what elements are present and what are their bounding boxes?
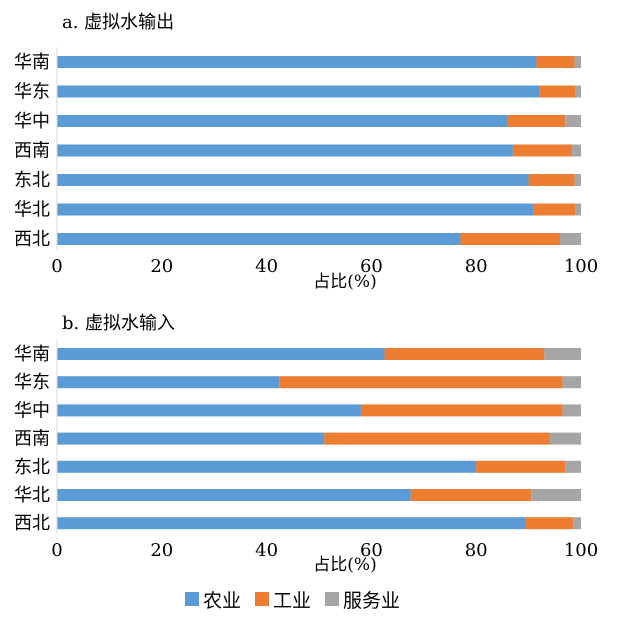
category-label: 西北 [14,229,50,250]
x-tick-label: 40 [255,256,278,277]
bar-agriculture [57,517,526,530]
bar-service [549,432,581,445]
chart-title-a: a. 虚拟水输出 [62,12,174,33]
x-tick-label: 0 [51,256,62,277]
bar-agriculture [57,144,513,157]
category-label: 华北 [14,200,50,221]
bar-service [572,144,581,157]
bar-agriculture [57,432,325,445]
category-label: 华南 [14,52,50,73]
bar-agriculture [57,348,385,360]
x-tick-label: 100 [564,256,598,277]
x-tick-label: 60 [360,256,383,277]
bar-agriculture [57,56,537,68]
bar-agriculture [57,203,534,216]
bar-service [575,85,581,98]
legend-item-agriculture: 农业 [185,586,241,613]
category-label: 华南 [14,344,50,365]
category-label: 华中 [14,400,50,421]
bar-industry [539,85,576,98]
bar-industry [324,432,550,445]
category-label: 东北 [14,170,50,191]
bar-industry [460,233,561,245]
bar-service [565,460,581,473]
legend-item-service: 服务业 [325,586,400,613]
bar-service [574,174,581,186]
bar-service [575,203,581,216]
legend-label-industry: 工业 [273,589,312,612]
bar-agriculture [57,174,529,186]
bar-agriculture [57,460,477,473]
bar-service [560,233,581,245]
bar-industry [533,203,576,216]
bar-industry [476,460,566,473]
bar-agriculture [57,376,280,389]
legend-label-agriculture: 农业 [203,589,242,612]
x-tick-label: 20 [150,256,173,277]
x-tick-label: 20 [150,540,173,561]
category-label: 华东 [14,372,50,393]
bar-service [565,115,581,127]
bar-industry [536,56,575,68]
bar-industry [507,115,566,127]
legend-item-industry: 工业 [255,586,311,613]
x-tick-label: 40 [255,540,278,561]
bar-industry [384,348,545,360]
category-label: 华东 [14,82,50,103]
legend-swatch-industry [255,592,270,606]
category-label: 东北 [14,457,50,478]
chart-legend: 农业 工业 服务业 [185,586,400,612]
bar-service [544,348,581,360]
bar-agriculture [57,489,411,501]
bar-industry [360,404,563,417]
bar-industry [410,489,532,501]
category-label: 西南 [14,429,50,450]
bar-service [562,404,581,417]
bar-agriculture [57,85,540,98]
chart-title-b: b. 虚拟水输入 [62,313,175,334]
x-axis-label-b: 占比(%) [313,555,376,575]
bar-service [531,489,581,501]
x-tick-label: 100 [564,540,598,561]
category-label: 西南 [14,141,50,162]
x-tick-label: 80 [465,256,488,277]
bar-agriculture [57,233,461,245]
legend-swatch-service [325,592,340,606]
bar-industry [525,517,574,530]
bar-service [562,376,581,389]
bar-industry [279,376,563,389]
legend-swatch-agriculture [185,592,199,606]
x-tick-label: 60 [360,540,383,561]
category-label: 华中 [14,111,50,132]
x-tick-label: 0 [51,540,62,561]
legend-label-service: 服务业 [343,589,401,612]
x-axis-label-a: 占比(%) [313,272,376,292]
bar-agriculture [57,404,361,417]
bar-industry [512,144,573,157]
bar-service [573,517,581,530]
bar-service [574,56,581,68]
category-label: 西北 [14,513,50,534]
bar-agriculture [57,115,508,127]
category-label: 华北 [14,485,50,506]
x-tick-label: 80 [465,540,488,561]
bar-industry [528,174,575,186]
